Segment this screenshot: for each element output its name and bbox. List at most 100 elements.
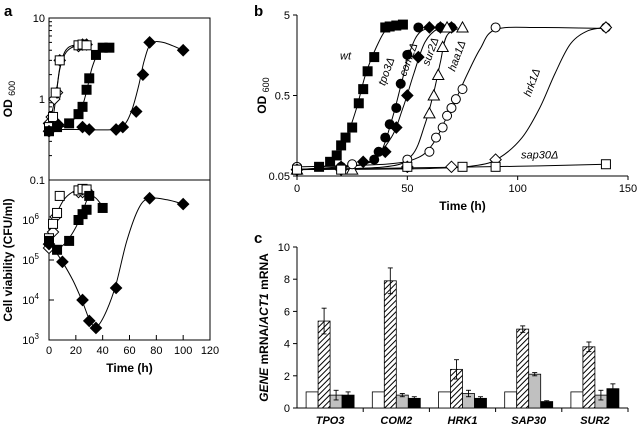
panel-a-top-ytick-label: 10	[33, 13, 45, 25]
panel-a-top-ytick-label: 0.1	[30, 175, 45, 187]
panel-b-series-label-0: wt	[340, 51, 352, 63]
panel-c-bar-HRK1-condition-1	[438, 391, 451, 409]
panel-b-point-wt	[347, 122, 358, 133]
panel-b-ytick-label: 0.5	[275, 91, 290, 103]
panel-b-point-haa1Δ	[442, 110, 453, 121]
panel-b-point-sur2Δ	[456, 20, 469, 33]
panel-a-xtick-label: 60	[123, 345, 135, 357]
panel-c-category-SUR2: SUR2	[580, 415, 609, 427]
panel-c-bar-COM2-condition-1	[371, 391, 385, 409]
panel-c-bar-SUR2-condition-2	[582, 346, 596, 409]
panel-c-ylabel: GENE mRNA/ACT1 mRNA	[257, 253, 271, 402]
panel-b-point-sap30Δ	[336, 164, 347, 175]
panel-a-bottom-point-filled-square	[97, 202, 108, 213]
panel-a-xtick-label: 40	[97, 345, 109, 357]
panel-b-point-hrk1Δ	[445, 160, 458, 174]
panel-a-top-point-open-square	[81, 40, 92, 51]
panel-b-xlabel: Time (h)	[439, 199, 485, 213]
panel-a-bottom-ytick-exponent: 5	[35, 252, 40, 261]
panel-a-top-curve-filled-diamond	[49, 41, 184, 131]
panel-b-point-sur2Δ	[440, 20, 454, 33]
panel-c-bar-SAP30-condition-1	[504, 391, 518, 409]
panel-a-bottom-ytick-label: 106	[22, 212, 39, 227]
panel-b-point-tpo3Δ	[391, 102, 402, 113]
panel-b-point-sur2Δ	[422, 106, 436, 119]
panel-a-top-point-filled-diamond	[143, 36, 156, 49]
panel-b-ytick-label: 5	[284, 10, 290, 22]
panel-c-ylabel-mid: mRNA/	[257, 324, 271, 368]
panel-b-point-wt	[358, 84, 369, 95]
panel-a-top-point-filled-diamond	[82, 123, 96, 136]
panel-b-point-com2Δ	[412, 50, 425, 64]
panel-a-top-point-filled-square	[77, 101, 88, 112]
panel-b-ylabel-sub: 600	[261, 77, 271, 92]
panel-a-xtick-label: 20	[70, 345, 82, 357]
panel-b-point-sur2Δ	[431, 68, 445, 80]
panel-b-point-com2Δ	[378, 145, 392, 159]
panel-a-top-point-open-square	[54, 55, 65, 66]
panel-b-point-wt	[314, 161, 325, 172]
panel-b-point-hrk1Δ	[599, 21, 613, 34]
panel-c-category-SAP30: SAP30	[511, 415, 547, 427]
panel-a-xtick-label: 100	[174, 345, 192, 357]
panel-b-ylabel: OD 600	[255, 77, 271, 113]
panel-a-bottom-ytick-exponent: 4	[35, 292, 40, 301]
panel-a-top-ylabel-main: OD	[1, 96, 15, 117]
panel-b-xtick-label: 0	[294, 183, 300, 195]
panel-b-point-tpo3Δ	[380, 132, 391, 143]
panel-a-bottom-point-open-square	[52, 207, 63, 218]
panel-a-bottom-point-filled-square	[52, 244, 63, 255]
panel-b-curve-hrk1Δ	[296, 27, 606, 171]
panel-a-top-point-filled-diamond	[129, 105, 143, 118]
panel-a-xlabel: Time (h)	[106, 361, 152, 375]
panel-a-bottom-point-filled-diamond	[82, 314, 96, 328]
panel-c-category-TPO3: TPO3	[316, 415, 345, 427]
panel-b-point-haa1Δ	[446, 102, 457, 113]
panel-c-ytick-label: 10	[278, 242, 290, 254]
panel-c-category-HRK1: HRK1	[448, 415, 478, 427]
panel-a-bottom-point-filled-square	[81, 204, 92, 215]
panel-a-xtick-label: 0	[46, 345, 52, 357]
panel-b-point-sur2Δ	[436, 40, 450, 53]
panel-b-ytick-label: 0.05	[269, 171, 290, 183]
panel-c-bar-SAP30-condition-3	[528, 373, 542, 409]
panel-b-series-label-1: tpo3Δ	[376, 56, 397, 87]
panel-b-point-wt	[353, 98, 364, 109]
panel-a-top-point-open-square	[50, 87, 61, 98]
panel-b-point-tpo3Δ	[369, 154, 380, 165]
panel-a-top-frame	[48, 17, 211, 181]
panel-c-bar-SUR2-condition-1	[570, 391, 584, 409]
panel-label-c: c	[254, 230, 262, 247]
panel-b-point-haa1Δ	[347, 159, 358, 170]
panel-c-ytick-label: 4	[284, 339, 290, 351]
panel-b-series-label-5: hrk1Δ	[522, 67, 543, 98]
panel-a-bottom-curve-filled-diamond	[48, 197, 184, 328]
panel-b-xtick-label: 150	[619, 183, 637, 195]
panel-b-point-haa1Δ	[490, 22, 501, 33]
panel-b-point-tpo3Δ	[413, 22, 424, 33]
panel-a-top-point-filled-square	[84, 73, 95, 84]
panel-c-bar-COM2-condition-2	[383, 280, 397, 409]
panel-b-point-haa1Δ	[457, 84, 468, 95]
panel-b-point-wt	[397, 19, 408, 30]
panel-b-point-wt	[331, 150, 342, 161]
panel-b-point-wt	[325, 156, 336, 167]
panel-a-bottom-point-filled-diamond	[109, 281, 123, 295]
panel-a-bottom-point-open-square	[54, 190, 65, 201]
panel-a-top-point-filled-square	[90, 49, 101, 60]
panel-a-top-point-filled-square	[81, 84, 92, 95]
panel-c-ylabel-ref: ACT1	[257, 293, 271, 326]
panel-a-bottom-ytick-exponent: 3	[35, 332, 40, 341]
panel-b-point-sap30Δ	[600, 159, 611, 170]
panel-a-bottom-point-filled-diamond	[42, 237, 56, 251]
panel-b-point-haa1Δ	[437, 122, 448, 133]
panel-b-point-wt	[340, 132, 351, 143]
panel-b-point-sur2Δ	[427, 88, 441, 101]
panel-a-xtick-label: 80	[150, 345, 162, 357]
panel-c-ylabel-suffix: mRNA	[257, 253, 271, 293]
panel-c-category-COM2: COM2	[380, 415, 412, 427]
panel-b-point-sap30Δ	[490, 161, 501, 172]
panel-a-top-ylabel: OD 600	[1, 81, 17, 117]
panel-c-ytick-label: 8	[284, 274, 290, 286]
